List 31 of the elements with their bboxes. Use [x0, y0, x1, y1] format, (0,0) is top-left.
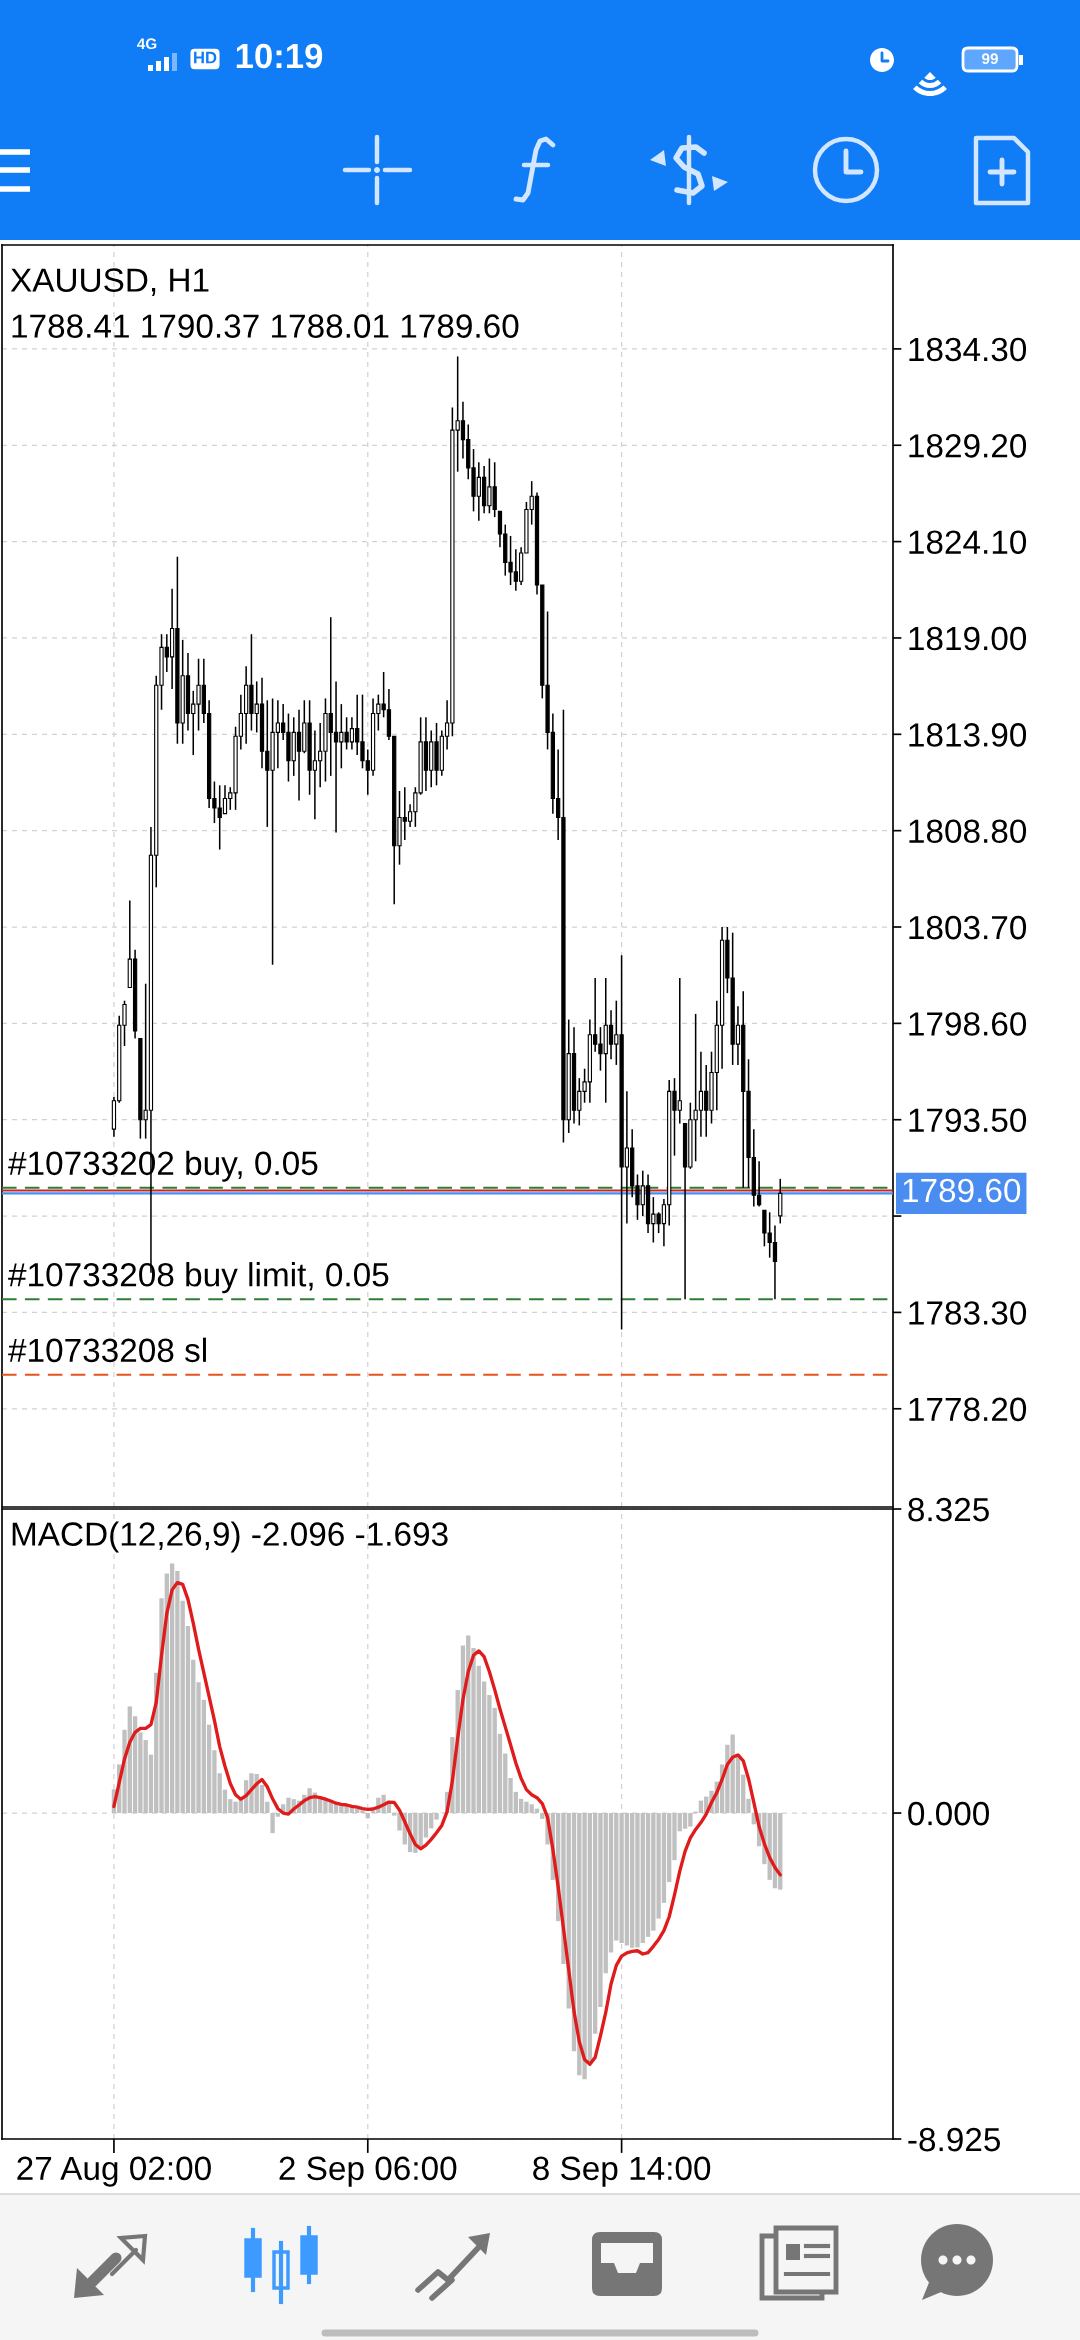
y-tick-label: 1778.20 — [909, 1397, 1027, 1422]
candlestick — [778, 1178, 783, 1225]
x-tick-label: 27 Aug 02:00 — [17, 2156, 211, 2187]
y-tick-label: 1824.10 — [909, 530, 1027, 555]
ref-line-label: #10733208 sl — [8, 1337, 206, 1363]
text: 10:19 — [236, 43, 323, 69]
text: HD — [194, 51, 217, 64]
y-tick-label: -8.925 — [908, 2127, 1001, 2152]
y-tick-label: 1798.60 — [909, 1012, 1027, 1036]
ref-line-label: #10733208 buy limit, 0.05 — [8, 1262, 389, 1294]
y-tick-label: 1803.70 — [909, 915, 1027, 940]
bar — [365, 1813, 370, 1819]
y-tick-label: 0.000 — [908, 1801, 989, 1826]
chart-title: MACD(12,26,9) -2.096 -1.693 — [12, 1521, 448, 1553]
y-tick-label: 1834.30 — [909, 337, 1027, 362]
x-tick-label: 2 Sep 06:00 — [279, 2156, 457, 2187]
text: 1788.41 1790.37 1788.01 1789.60 — [12, 314, 519, 338]
text: 99 — [982, 53, 998, 65]
y-tick-label: 1819.00 — [909, 626, 1027, 651]
text: 4G — [137, 38, 157, 50]
ref-line-label: 1789.60 — [903, 1178, 1021, 1203]
x-tick-label: 8 Sep 14:00 — [533, 2156, 711, 2187]
y-tick-label: 1808.80 — [909, 819, 1027, 844]
y-tick-label: 1829.20 — [909, 434, 1027, 458]
text: XAUUSD, H1 — [10, 268, 209, 296]
candlestick — [756, 1160, 762, 1208]
y-tick-label: 8.325 — [908, 1497, 989, 1522]
line-series — [112, 1580, 782, 2066]
y-tick-label: 1783.30 — [909, 1301, 1027, 1325]
y-tick-label: 1793.50 — [909, 1108, 1027, 1133]
y-tick-label: 1813.90 — [909, 723, 1027, 747]
